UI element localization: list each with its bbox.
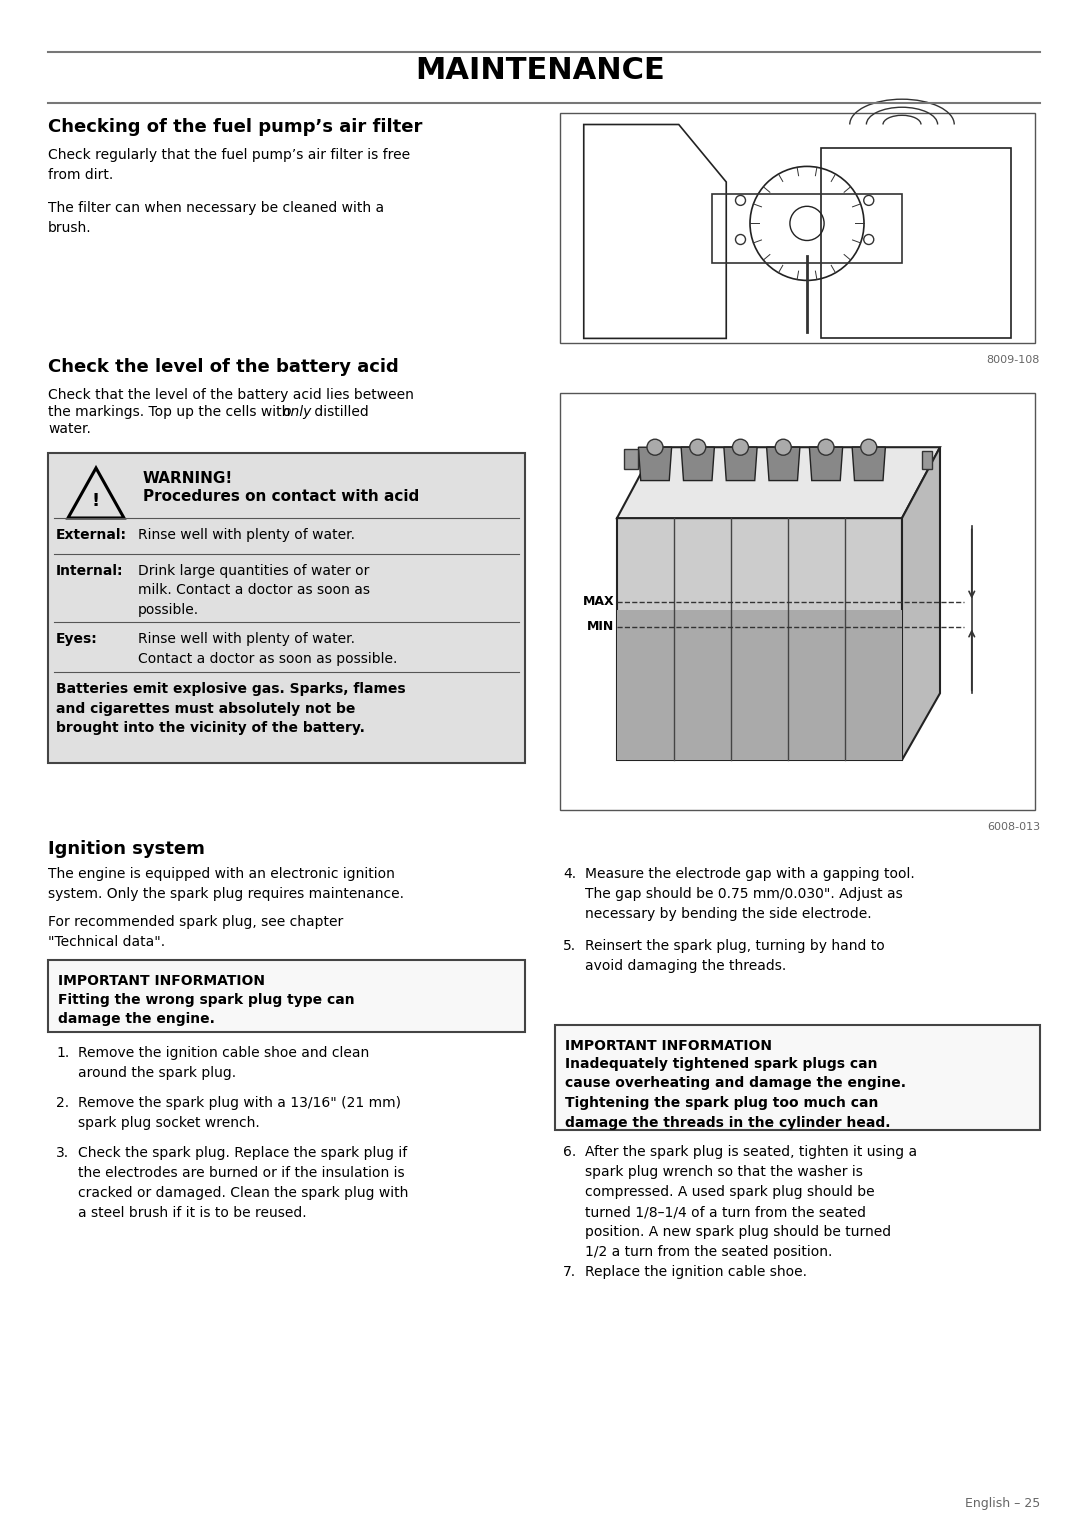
Text: Remove the ignition cable shoe and clean
around the spark plug.: Remove the ignition cable shoe and clean… — [78, 1047, 369, 1080]
Text: The engine is equipped with an electronic ignition
system. Only the spark plug r: The engine is equipped with an electroni… — [48, 866, 404, 902]
Text: 6008-013: 6008-013 — [987, 822, 1040, 833]
Circle shape — [732, 439, 748, 455]
Text: Ignition system: Ignition system — [48, 840, 205, 859]
Text: Remove the spark plug with a 13/16" (21 mm)
spark plug socket wrench.: Remove the spark plug with a 13/16" (21 … — [78, 1096, 401, 1131]
Text: Check that the level of the battery acid lies between: Check that the level of the battery acid… — [48, 388, 414, 402]
Text: the markings. Top up the cells with: the markings. Top up the cells with — [48, 405, 295, 419]
Text: distilled: distilled — [310, 405, 368, 419]
Text: Checking of the fuel pump’s air filter: Checking of the fuel pump’s air filter — [48, 118, 422, 136]
Circle shape — [690, 439, 705, 455]
Text: Reinsert the spark plug, turning by hand to
avoid damaging the threads.: Reinsert the spark plug, turning by hand… — [585, 940, 885, 973]
Text: MAINTENANCE: MAINTENANCE — [415, 57, 665, 86]
Text: Drink large quantities of water or
milk. Contact a doctor as soon as
possible.: Drink large quantities of water or milk.… — [138, 564, 370, 617]
Text: Fitting the wrong spark plug type can
damage the engine.: Fitting the wrong spark plug type can da… — [58, 993, 354, 1027]
Text: The filter can when necessary be cleaned with a
brush.: The filter can when necessary be cleaned… — [48, 202, 384, 235]
Text: After the spark plug is seated, tighten it using a
spark plug wrench so that the: After the spark plug is seated, tighten … — [585, 1144, 917, 1259]
Circle shape — [735, 234, 745, 244]
FancyBboxPatch shape — [561, 113, 1035, 342]
Polygon shape — [617, 448, 940, 518]
Polygon shape — [617, 610, 902, 759]
Text: 6.: 6. — [563, 1144, 577, 1160]
Polygon shape — [902, 448, 940, 759]
Circle shape — [818, 439, 834, 455]
Polygon shape — [724, 448, 757, 481]
Text: 7.: 7. — [563, 1265, 576, 1279]
Text: External:: External: — [56, 529, 127, 542]
FancyBboxPatch shape — [48, 452, 525, 762]
Circle shape — [647, 439, 663, 455]
Polygon shape — [809, 448, 842, 481]
Text: Measure the electrode gap with a gapping tool.
The gap should be 0.75 mm/0.030".: Measure the electrode gap with a gapping… — [585, 866, 915, 921]
Text: IMPORTANT INFORMATION: IMPORTANT INFORMATION — [565, 1039, 772, 1053]
Text: English – 25: English – 25 — [964, 1497, 1040, 1510]
Text: 2.: 2. — [56, 1096, 69, 1109]
Text: Batteries emit explosive gas. Sparks, flames
and cigarettes must absolutely not : Batteries emit explosive gas. Sparks, fl… — [56, 681, 406, 735]
FancyBboxPatch shape — [561, 393, 1035, 810]
Text: Rinse well with plenty of water.
Contact a doctor as soon as possible.: Rinse well with plenty of water. Contact… — [138, 633, 397, 666]
Text: Check the spark plug. Replace the spark plug if
the electrodes are burned or if : Check the spark plug. Replace the spark … — [78, 1146, 408, 1221]
Circle shape — [775, 439, 792, 455]
Text: Rinse well with plenty of water.: Rinse well with plenty of water. — [138, 529, 355, 542]
Text: Inadequately tightened spark plugs can
cause overheating and damage the engine.
: Inadequately tightened spark plugs can c… — [565, 1057, 906, 1129]
Text: For recommended spark plug, see chapter
"Technical data".: For recommended spark plug, see chapter … — [48, 915, 343, 949]
Text: MAX: MAX — [582, 594, 615, 608]
Text: Check the level of the battery acid: Check the level of the battery acid — [48, 358, 399, 376]
Text: only: only — [282, 405, 311, 419]
Text: 8009-108: 8009-108 — [987, 354, 1040, 365]
Polygon shape — [681, 448, 714, 481]
Text: Replace the ignition cable shoe.: Replace the ignition cable shoe. — [585, 1265, 807, 1279]
FancyBboxPatch shape — [555, 1025, 1040, 1131]
Polygon shape — [767, 448, 800, 481]
Text: water.: water. — [48, 422, 91, 435]
Circle shape — [864, 234, 874, 244]
Circle shape — [864, 196, 874, 205]
Circle shape — [861, 439, 877, 455]
Circle shape — [735, 196, 745, 205]
Text: MIN: MIN — [586, 620, 615, 633]
Text: Internal:: Internal: — [56, 564, 123, 578]
Text: 1.: 1. — [56, 1047, 69, 1060]
Text: WARNING!: WARNING! — [143, 471, 233, 486]
FancyBboxPatch shape — [48, 960, 525, 1031]
FancyBboxPatch shape — [624, 449, 638, 469]
Text: 4.: 4. — [563, 866, 576, 882]
Polygon shape — [852, 448, 886, 481]
Text: Check regularly that the fuel pump’s air filter is free
from dirt.: Check regularly that the fuel pump’s air… — [48, 148, 410, 182]
Text: 3.: 3. — [56, 1146, 69, 1160]
Text: Procedures on contact with acid: Procedures on contact with acid — [143, 489, 419, 504]
Polygon shape — [617, 518, 902, 759]
Text: IMPORTANT INFORMATION: IMPORTANT INFORMATION — [58, 973, 265, 989]
Text: !: ! — [92, 492, 100, 510]
Text: Eyes:: Eyes: — [56, 633, 98, 646]
Text: 5.: 5. — [563, 940, 576, 953]
FancyBboxPatch shape — [921, 451, 932, 469]
Polygon shape — [638, 448, 672, 481]
